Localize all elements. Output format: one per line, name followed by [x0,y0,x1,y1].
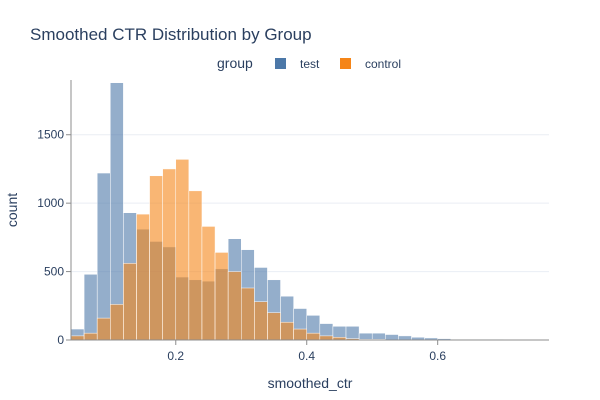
legend-swatch-control [340,58,351,69]
bar-control[interactable] [280,321,294,341]
x-axis-title: smoothed_ctr [268,375,353,391]
bar-control[interactable] [188,190,203,341]
legend-item-test[interactable]: test [275,57,320,71]
y-axis-title: count [4,193,20,227]
chart-title: Smoothed CTR Distribution by Group [30,25,312,44]
legend-swatch-test [275,58,286,69]
legend-item-control[interactable]: control [340,57,401,71]
bar-test[interactable] [96,172,111,341]
bar-control[interactable] [214,252,229,341]
y-tick-label: 1000 [37,196,64,210]
bar-control[interactable] [110,304,124,341]
axes: 0 500 1000 1500 0.2 0.4 0.6 [37,80,549,363]
bar-test[interactable] [385,334,399,341]
bar-control[interactable] [306,332,321,341]
bar-test[interactable] [371,332,386,341]
bar-control[interactable] [149,175,163,341]
bar-control[interactable] [136,213,150,341]
bar-control[interactable] [267,312,281,341]
bar-control[interactable] [162,168,177,341]
x-tick-label: 0.2 [167,349,184,363]
y-tick-label: 500 [44,265,64,279]
y-tick-label: 0 [57,333,64,347]
x-tick-label: 0.6 [429,349,446,363]
bar-test[interactable] [110,82,124,341]
bar-control[interactable] [83,332,98,341]
y-tick-label: 1500 [37,128,64,142]
bar-control[interactable] [227,271,242,341]
bar-control[interactable] [201,226,216,341]
legend-label-control: control [365,57,401,71]
bar-control[interactable] [123,263,137,341]
bar-control[interactable] [240,287,255,341]
bar-test[interactable] [398,335,412,341]
legend-title: group [217,55,253,71]
bar-control[interactable] [175,159,190,341]
bar-control[interactable] [96,317,111,341]
legend: group test control [217,55,401,71]
bar-control[interactable] [293,328,307,341]
bar-test[interactable] [358,332,373,341]
legend-label-test: test [300,57,320,71]
bar-control[interactable] [70,335,85,341]
bar-control[interactable] [319,335,334,341]
x-tick-label: 0.4 [298,349,315,363]
bar-test[interactable] [83,274,98,341]
bars [70,82,504,341]
bar-test[interactable] [345,326,360,341]
bar-control[interactable] [254,301,268,341]
